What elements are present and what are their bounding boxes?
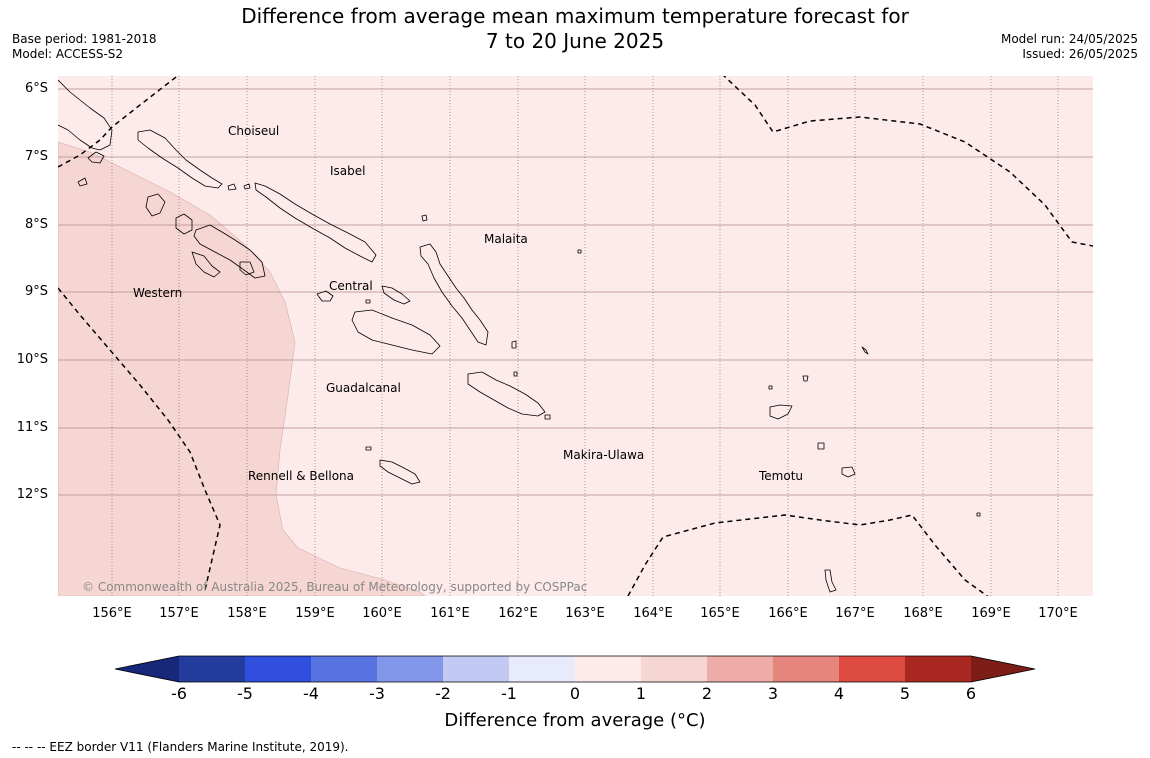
lon-label-157e: 157°E: [159, 606, 199, 621]
lon-label-156e: 156°E: [92, 606, 132, 621]
lon-label-166e: 166°E: [768, 606, 808, 621]
lon-label-169e: 169°E: [971, 606, 1011, 621]
colorbar-tick-label: -2: [435, 684, 451, 703]
model-name: Model: ACCESS-S2: [12, 47, 124, 61]
colorbar-title: Difference from average (°C): [444, 710, 706, 731]
base-period: Base period: 1981-2018: [12, 32, 157, 46]
colorbar-tick-label: -1: [501, 684, 517, 703]
colorbar-tick-label: 4: [833, 684, 845, 703]
chart-title: Difference from average mean maximum tem…: [0, 4, 1150, 54]
guadalcanal-island: [351, 309, 441, 355]
model-run: Model run: 24/05/2025: [1000, 32, 1138, 46]
issued-date: Issued: 26/05/2025: [1022, 47, 1138, 61]
region-label-makira: Makira-Ulawa: [563, 448, 645, 462]
region-label-malaita: Malaita: [484, 232, 528, 246]
lon-label-164e: 164°E: [633, 606, 673, 621]
colorbar-tick-label: -5: [237, 684, 253, 703]
colorbar-tick-label: 0: [569, 684, 581, 703]
lon-label-170e: 170°E: [1038, 606, 1078, 621]
region-label-choiseul: Choiseul: [228, 124, 280, 138]
anomaly-1-2-area: [58, 141, 426, 596]
lat-label-8s: 8°S: [24, 217, 48, 232]
title-line-1: Difference from average mean maximum tem…: [241, 4, 909, 28]
region-label-guadalcanal: Guadalcanal: [326, 381, 401, 395]
eez-border: [58, 76, 1093, 596]
colorbar-tick-label: 6: [965, 684, 977, 703]
eez-footnote: -- -- -- EEZ border V11 (Flanders Marine…: [12, 740, 349, 754]
colorbar-tick-label: 1: [635, 684, 647, 703]
colorbar-tick-label: -6: [171, 684, 187, 703]
makira-island: [467, 371, 546, 417]
colorbar-segment: [905, 656, 971, 682]
malaita-island: [419, 243, 489, 346]
colorbar-tick-label: -4: [303, 684, 319, 703]
copyright-notice: © Commonwealth of Australia 2025, Bureau…: [82, 580, 588, 594]
colorbar-tick-label: 3: [767, 684, 779, 703]
lon-label-159e: 159°E: [295, 606, 335, 621]
lat-label-7s: 7°S: [24, 149, 48, 164]
colorbar-segment: [839, 656, 905, 682]
colorbar-segment: [575, 656, 641, 682]
colorbar-segment: [245, 656, 311, 682]
lat-label-11s: 11°S: [16, 420, 48, 435]
colorbar-segment: [311, 656, 377, 682]
colorbar-segment: [641, 656, 707, 682]
bougainville-island: [58, 79, 113, 151]
colorbar: [114, 655, 1036, 683]
region-label-western: Western: [133, 286, 183, 300]
region-label-central: Central: [329, 279, 373, 293]
lat-label-9s: 9°S: [24, 284, 48, 299]
colorbar-segment: [179, 656, 245, 682]
colorbar-segment: [707, 656, 773, 682]
lon-label-165e: 165°E: [700, 606, 740, 621]
colorbar-segment: [377, 656, 443, 682]
isabel-island: [254, 182, 377, 263]
lon-label-163e: 163°E: [565, 606, 605, 621]
lat-label-10s: 10°S: [16, 352, 48, 367]
region-label-rennell: Rennell & Bellona: [248, 469, 355, 483]
colorbar-tick-label: -3: [369, 684, 385, 703]
lat-label-12s: 12°S: [16, 487, 48, 502]
lon-label-158e: 158°E: [227, 606, 267, 621]
region-label-isabel: Isabel: [330, 164, 366, 178]
santa-cruz-islands: [769, 404, 793, 420]
title-line-2: 7 to 20 June 2025: [485, 29, 665, 53]
colorbar-segment: [443, 656, 509, 682]
latitude-gridlines: [58, 88, 1093, 496]
new-georgia-group: [145, 193, 166, 217]
lon-label-168e: 168°E: [903, 606, 943, 621]
lon-label-167e: 167°E: [835, 606, 875, 621]
metadata-left: Base period: 1981-2018 Model: ACCESS-S2: [12, 32, 157, 62]
rennell-island: [379, 459, 421, 485]
colorbar-tick-label: 2: [701, 684, 713, 703]
metadata-right: Model run: 24/05/2025 Issued: 26/05/2025: [1001, 32, 1138, 62]
colorbar-segment: [773, 656, 839, 682]
colorbar-high-extend: [971, 656, 1035, 682]
lat-label-6s: 6°S: [24, 81, 48, 96]
region-label-temotu: Temotu: [759, 469, 804, 483]
florida-islands: [316, 290, 334, 302]
lon-label-161e: 161°E: [430, 606, 470, 621]
choiseul-island: [137, 129, 223, 189]
lon-label-162e: 162°E: [498, 606, 538, 621]
land-outlines: [58, 79, 981, 593]
colorbar-segment: [509, 656, 575, 682]
lon-label-160e: 160°E: [362, 606, 402, 621]
colorbar-outline: [114, 655, 1036, 683]
colorbar-low-extend: [115, 656, 179, 682]
colorbar-tick-label: 5: [899, 684, 911, 703]
